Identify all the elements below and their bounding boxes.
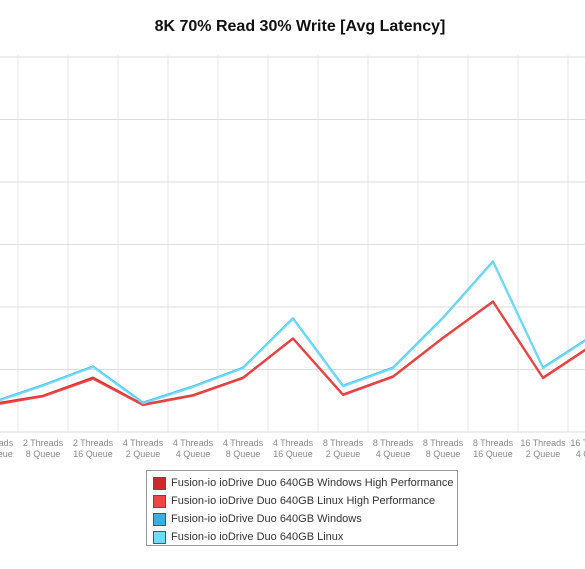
chart-title: 8K 70% Read 30% Write [Avg Latency] [154,18,446,35]
x-tick-label: 4 Threads [273,438,314,448]
legend-swatch [153,530,166,544]
x-tick-label: 8 Threads [323,438,364,448]
x-tick-label: 2 Queue [526,449,561,459]
legend-label: Fusion-io ioDrive Duo 640GB Linux High P… [171,495,436,507]
legend-item: Fusion-io ioDrive Duo 640GB Windows [153,510,457,528]
x-tick-label: 16 Queue [273,449,313,459]
legend-swatch [153,476,166,490]
legend: Fusion-io ioDrive Duo 640GB Windows High… [146,470,458,546]
legend-swatch [153,512,166,526]
x-tick-label: 8 Threads [473,438,514,448]
x-tick-label: 16 Queue [473,449,513,459]
legend-swatch [153,494,166,508]
x-tick-label: 4 Queue [576,449,585,459]
series-line-1 [0,301,585,407]
x-tick-label: 8 Threads [373,438,414,448]
x-tick-label: 8 Queue [426,449,461,459]
x-tick-label: 2 Queue [326,449,361,459]
x-tick-label: 4 Threads [123,438,164,448]
x-tick-label: 16 Queue [0,449,13,459]
x-tick-label: 16 Threads [520,438,566,448]
legend-item: Fusion-io ioDrive Duo 640GB Windows High… [153,474,457,492]
x-tick-label: 4 Queue [376,449,411,459]
x-tick-label: 4 Threads [223,438,264,448]
series-line-0 [0,300,585,406]
x-tick-label: 2 Threads [73,438,114,448]
x-tick-label: 16 Queue [73,449,113,459]
series-line-3 [0,261,585,405]
legend-item: Fusion-io ioDrive Duo 640GB Linux [153,528,457,546]
x-tick-label: 16 Threads [570,438,585,448]
grid-lines [0,55,585,433]
legend-label: Fusion-io ioDrive Duo 640GB Windows [171,513,362,525]
x-tick-label: 8 Queue [26,449,61,459]
x-tick-label: 1 Threads [0,438,14,448]
x-tick-label: 4 Threads [173,438,214,448]
x-tick-label: 4 Queue [176,449,211,459]
legend-item: Fusion-io ioDrive Duo 640GB Linux High P… [153,492,457,510]
x-tick-label: 8 Threads [423,438,464,448]
x-tick-label: 2 Queue [126,449,161,459]
x-tick-label: 8 Queue [226,449,261,459]
legend-label: Fusion-io ioDrive Duo 640GB Linux [171,531,344,543]
legend-label: Fusion-io ioDrive Duo 640GB Windows High… [171,477,454,489]
series-lines [0,260,585,407]
x-tick-label: 2 Threads [23,438,64,448]
